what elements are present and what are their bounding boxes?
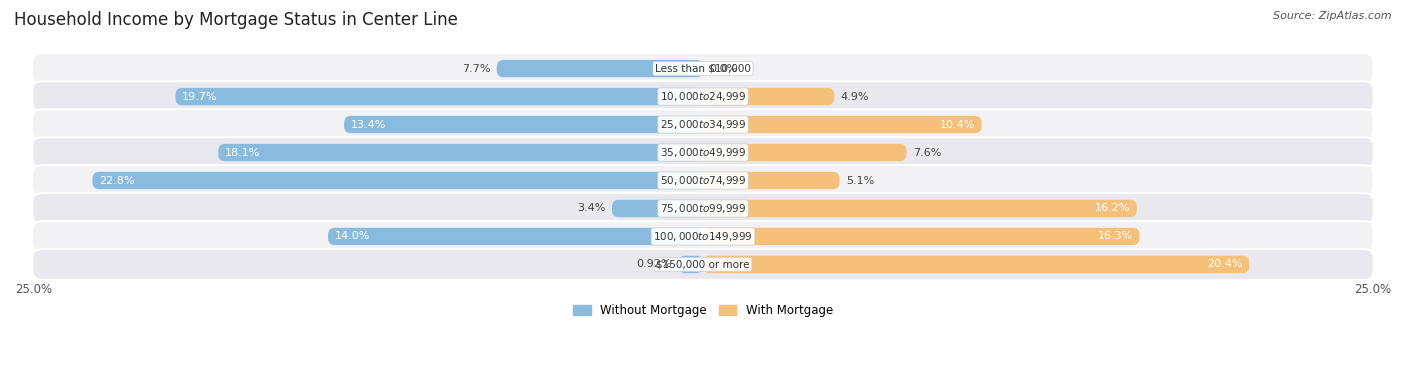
Text: $10,000 to $24,999: $10,000 to $24,999 xyxy=(659,90,747,103)
Text: $25,000 to $34,999: $25,000 to $34,999 xyxy=(659,118,747,131)
Text: 0.92%: 0.92% xyxy=(636,259,672,270)
Text: $100,000 to $149,999: $100,000 to $149,999 xyxy=(654,230,752,243)
Legend: Without Mortgage, With Mortgage: Without Mortgage, With Mortgage xyxy=(568,299,838,322)
FancyBboxPatch shape xyxy=(176,88,703,105)
FancyBboxPatch shape xyxy=(218,144,703,161)
FancyBboxPatch shape xyxy=(612,200,703,217)
FancyBboxPatch shape xyxy=(32,165,1374,196)
Text: 3.4%: 3.4% xyxy=(576,203,605,214)
FancyBboxPatch shape xyxy=(703,172,839,189)
FancyBboxPatch shape xyxy=(32,109,1374,140)
FancyBboxPatch shape xyxy=(703,256,1250,273)
FancyBboxPatch shape xyxy=(32,53,1374,84)
FancyBboxPatch shape xyxy=(32,249,1374,280)
FancyBboxPatch shape xyxy=(32,221,1374,252)
Text: $35,000 to $49,999: $35,000 to $49,999 xyxy=(659,146,747,159)
FancyBboxPatch shape xyxy=(32,81,1374,112)
Text: $50,000 to $74,999: $50,000 to $74,999 xyxy=(659,174,747,187)
FancyBboxPatch shape xyxy=(678,256,703,273)
FancyBboxPatch shape xyxy=(703,200,1137,217)
Text: $75,000 to $99,999: $75,000 to $99,999 xyxy=(659,202,747,215)
FancyBboxPatch shape xyxy=(703,116,981,133)
Text: 18.1%: 18.1% xyxy=(225,147,260,158)
Text: $150,000 or more: $150,000 or more xyxy=(657,259,749,270)
Text: 5.1%: 5.1% xyxy=(846,175,875,186)
Text: 14.0%: 14.0% xyxy=(335,231,370,242)
Text: 0.0%: 0.0% xyxy=(710,64,738,74)
Text: 16.3%: 16.3% xyxy=(1098,231,1133,242)
Text: 20.4%: 20.4% xyxy=(1208,259,1243,270)
Text: 10.4%: 10.4% xyxy=(939,119,974,130)
Text: 7.6%: 7.6% xyxy=(914,147,942,158)
Text: 4.9%: 4.9% xyxy=(841,91,869,102)
Text: Household Income by Mortgage Status in Center Line: Household Income by Mortgage Status in C… xyxy=(14,11,458,29)
Text: Less than $10,000: Less than $10,000 xyxy=(655,64,751,74)
Text: 22.8%: 22.8% xyxy=(100,175,135,186)
FancyBboxPatch shape xyxy=(93,172,703,189)
FancyBboxPatch shape xyxy=(32,193,1374,224)
FancyBboxPatch shape xyxy=(703,144,907,161)
Text: 7.7%: 7.7% xyxy=(461,64,491,74)
Text: 16.2%: 16.2% xyxy=(1095,203,1130,214)
FancyBboxPatch shape xyxy=(328,228,703,245)
FancyBboxPatch shape xyxy=(496,60,703,77)
FancyBboxPatch shape xyxy=(32,137,1374,168)
FancyBboxPatch shape xyxy=(344,116,703,133)
FancyBboxPatch shape xyxy=(703,88,834,105)
Text: 13.4%: 13.4% xyxy=(352,119,387,130)
Text: 19.7%: 19.7% xyxy=(183,91,218,102)
FancyBboxPatch shape xyxy=(703,228,1139,245)
Text: Source: ZipAtlas.com: Source: ZipAtlas.com xyxy=(1274,11,1392,21)
